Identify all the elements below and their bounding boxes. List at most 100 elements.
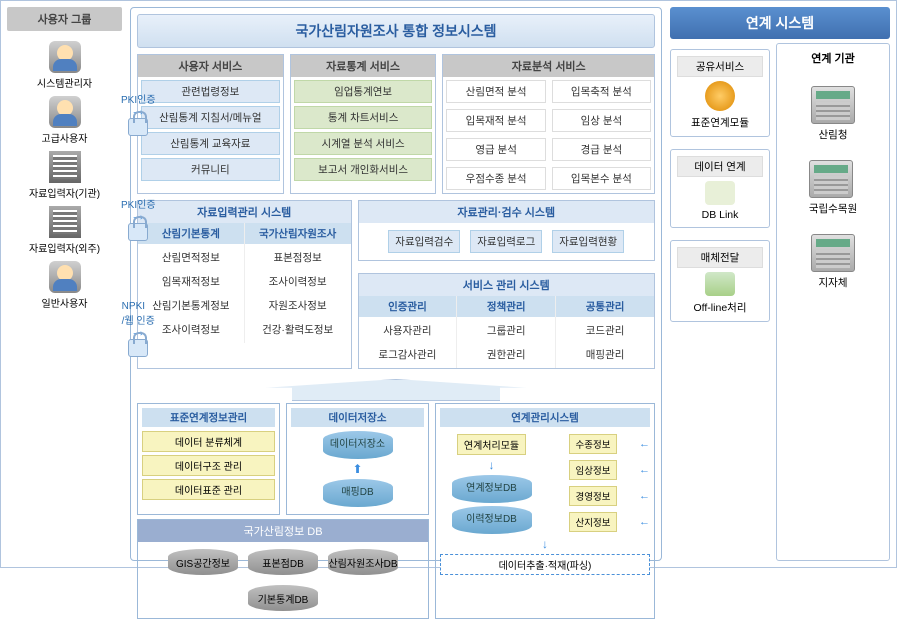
db-cylinder: 산림자원조사DB <box>328 549 398 575</box>
input-item: 자원조사정보 <box>248 295 348 316</box>
user-icon <box>49 96 81 128</box>
user-고급사용자: 고급사용자 <box>7 96 122 145</box>
service-item: 임업통계연보 <box>294 80 433 103</box>
link-info-item: 수종정보 <box>569 434 618 454</box>
lock-icon <box>128 223 148 241</box>
input-system-head: 자료입력관리 시스템 <box>138 201 351 223</box>
analysis-item: 입목본수 분석 <box>552 167 651 190</box>
arrow-down-icon: ↓ <box>489 458 495 472</box>
svc-mgmt-item: 매핑관리 <box>559 344 651 365</box>
data-store-title: 데이터저장소 <box>291 408 424 427</box>
service-mgmt-head: 서비스 관리 시스템 <box>359 274 655 296</box>
arrow-left-icon: ← <box>639 490 650 502</box>
analysis-item: 경급 분석 <box>552 138 651 161</box>
link-info-item: 경영정보 <box>569 486 618 506</box>
std-link-panel: 표준연계정보관리 데이터 분류체계데이터구조 관리데이터표준 관리 <box>137 403 280 515</box>
svc-mgmt-item: 권한관리 <box>460 344 552 365</box>
analysis-item: 산림면적 분석 <box>446 80 545 103</box>
building-icon <box>49 206 81 238</box>
national-db-panel: 국가산림정보 DB GIS공간정보표본점DB산림자원조사DB기본통계DB <box>137 519 429 619</box>
external-box-title: 데이터 연계 <box>677 156 763 177</box>
user-service-head: 사용자 서비스 <box>138 55 283 77</box>
input-system: 자료입력관리 시스템 산림기본통계산림면적정보임목재적정보산림기본통계정보조사이… <box>137 200 352 369</box>
external-box: 매체전달 Off-line처리 <box>670 240 770 322</box>
building-icon <box>49 151 81 183</box>
user-자료입력자(기관): 자료입력자(기관) <box>7 151 122 200</box>
svc-mgmt-item: 로그감사관리 <box>362 344 454 365</box>
service-row: 사용자 서비스 관련법령정보산림통계 지침서/메뉴얼산림통계 교육자료커뮤니티 … <box>137 54 655 194</box>
svc-mgmt-item: 사용자관리 <box>362 320 454 341</box>
auth-arrows: PKI인증→PKI인증→NPKI/웹 인증→ <box>121 91 156 357</box>
input-col-head: 국가산림자원조사 <box>245 223 351 244</box>
lock-icon <box>128 339 148 357</box>
external-box: 공유서비스표준연계모듈 <box>670 49 770 137</box>
analysis-item: 영급 분석 <box>446 138 545 161</box>
std-item: 데이터표준 관리 <box>142 479 275 500</box>
arrow-down-icon: ↓ <box>440 537 650 551</box>
mgmt-system: 자료관리·검수 시스템 자료입력검수자료입력로그자료입력현황 <box>358 200 656 261</box>
analysis-service-head: 자료분석 서비스 <box>443 55 654 77</box>
std-item: 데이터구조 관리 <box>142 455 275 476</box>
service-item: 통계 차트서비스 <box>294 106 433 129</box>
link-system-panel: 연계관리시스템 연계처리모듈 ↓ 연계정보DB 이력정보DB 수종정보 ← 임상정보 ←… <box>435 403 655 619</box>
server-icon <box>811 86 855 124</box>
user-일반사용자: 일반사용자 <box>7 261 122 310</box>
link-db-cylinder: 연계정보DB <box>452 475 532 503</box>
subsystem-row: 자료입력관리 시스템 산림기본통계산림면적정보임목재적정보산림기본통계정보조사이… <box>137 200 655 375</box>
svc-mgmt-col: 정책관리그룹관리권한관리 <box>457 296 556 368</box>
institution-label: 산림청 <box>811 127 855 142</box>
analysis-service-block: 자료분석 서비스 산림면적 분석입목축적 분석입목재적 분석임상 분석영급 분석… <box>442 54 655 194</box>
auth-indicator: PKI인증→ <box>121 91 156 136</box>
user-icon <box>49 41 81 73</box>
institution-title: 연계 기관 <box>811 50 855 66</box>
link-module: 연계처리모듈 <box>457 434 526 455</box>
bottom-area: 표준연계정보관리 데이터 분류체계데이터구조 관리데이터표준 관리 데이터저장소… <box>137 403 655 619</box>
input-item: 산림기본통계정보 <box>141 295 241 316</box>
media-icon <box>705 272 735 296</box>
external-box: 데이터 연계DB Link <box>670 149 770 228</box>
main-title: 국가산림자원조사 통합 정보시스템 <box>137 14 655 48</box>
user-label: 자료입력자(외주) <box>29 240 100 255</box>
link-db-cylinder: 이력정보DB <box>452 506 532 534</box>
external-box-label: Off-line처리 <box>694 300 747 315</box>
institution-label: 국립수목원 <box>809 201 857 216</box>
service-item: 산림통계 지침서/메뉴얼 <box>141 106 280 129</box>
service-item: 보고서 개인화서비스 <box>294 158 433 181</box>
external-box-title: 매체전달 <box>677 247 763 268</box>
stat-service-block: 자료통계 서비스 임업통계연보통계 차트서비스시계열 분석 서비스보고서 개인화… <box>290 54 437 194</box>
user-label: 시스템관리자 <box>37 75 92 90</box>
external-box-label: 표준연계모듈 <box>691 115 749 130</box>
server-icon <box>811 234 855 272</box>
architecture-diagram: 사용자 그룹 시스템관리자고급사용자자료입력자(기관) 자료입력자(외주) 일반사용… <box>0 0 897 568</box>
std-item: 데이터 분류체계 <box>142 431 275 452</box>
institution-item: 지자체 <box>811 234 855 290</box>
arrow-left-icon: ← <box>639 516 650 528</box>
store-cylinder: 데이터저장소 <box>323 431 393 459</box>
user-group-title: 사용자 그룹 <box>7 7 122 31</box>
mgmt-item: 자료입력현황 <box>552 230 624 253</box>
db-cylinder: 표본점DB <box>248 549 318 575</box>
input-col: 국가산림자원조사표본점정보조사이력정보자원조사정보건강·활력도정보 <box>245 223 351 343</box>
user-label: 고급사용자 <box>42 130 88 145</box>
db-cylinder: 기본통계DB <box>248 585 318 611</box>
std-link-title: 표준연계정보관리 <box>142 408 275 427</box>
svc-mgmt-item: 코드관리 <box>559 320 651 341</box>
svc-mgmt-col-head: 공통관리 <box>556 296 654 317</box>
server-icon <box>809 160 853 198</box>
svc-icon <box>705 81 735 111</box>
input-item: 건강·활력도정보 <box>248 319 348 340</box>
link-system-title: 연계관리시스템 <box>440 408 650 427</box>
mgmt-item: 자료입력로그 <box>470 230 542 253</box>
link-info-item: 임상정보 <box>569 460 618 480</box>
user-label: 자료입력자(기관) <box>29 185 100 200</box>
analysis-item: 입목축적 분석 <box>552 80 651 103</box>
external-system-column: 연계 시스템 공유서비스표준연계모듈데이터 연계DB Link매체전달Off-l… <box>670 7 890 561</box>
auth-indicator: NPKI/웹 인증→ <box>121 301 156 357</box>
arrow-left-icon: ← <box>639 464 650 476</box>
svc-mgmt-col: 공통관리코드관리매핑관리 <box>556 296 654 368</box>
link-info-item: 산지정보 <box>569 512 618 532</box>
input-item: 조사이력정보 <box>248 271 348 292</box>
svc-mgmt-col-head: 인증관리 <box>359 296 457 317</box>
external-box-title: 공유서비스 <box>677 56 763 77</box>
user-시스템관리자: 시스템관리자 <box>7 41 122 90</box>
